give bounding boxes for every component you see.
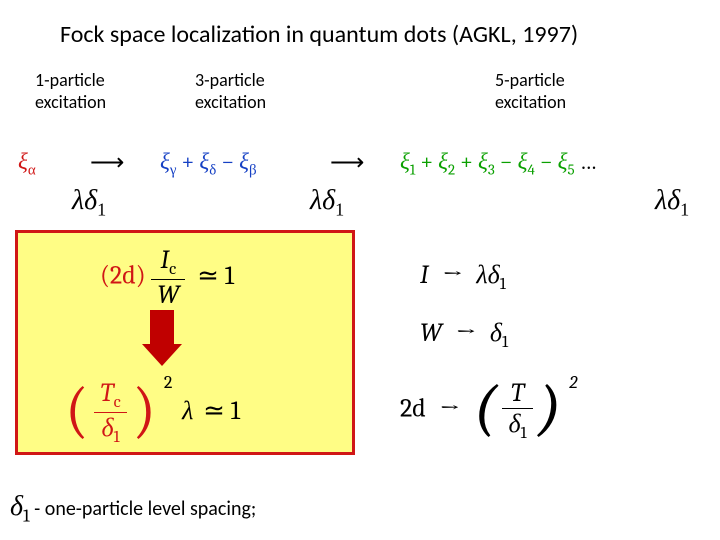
Td: δ — [508, 409, 520, 439]
d1-d: δ — [101, 413, 113, 443]
label-5p-l1: 5-particle — [495, 69, 565, 91]
d1-1: 1 — [114, 428, 120, 447]
xi: ξ — [18, 148, 28, 175]
xi-alpha: ξα — [18, 148, 36, 180]
label-1p-l2: excitation — [35, 91, 106, 113]
d1r: δ — [490, 318, 502, 348]
map-I: I → λδ1 — [420, 260, 506, 294]
exp2r: 2 — [569, 372, 577, 393]
label-5p-l2: excitation — [495, 91, 566, 113]
plus1: + — [182, 148, 195, 175]
x2: ξ — [438, 148, 448, 175]
ld-r-sub: 1 — [680, 200, 689, 220]
frac-T: T δ1 — [502, 378, 532, 443]
s4: 4 — [527, 162, 534, 179]
map-W: W → δ1 — [420, 318, 508, 352]
to3: → — [440, 394, 460, 424]
footer-note: δ1 - one-particle level spacing; — [10, 490, 256, 527]
lp2: ( — [474, 377, 497, 439]
lambda-delta1-left: λδ1 — [72, 185, 106, 221]
rp2: ) — [538, 377, 561, 439]
lparen: ( — [65, 379, 89, 441]
approx1: ≃ 1 — [197, 261, 234, 291]
xi-d: ξ — [199, 148, 209, 175]
to1: → — [442, 260, 462, 290]
foot-delta: δ — [10, 490, 23, 522]
label-3p: 3-particle excitation — [195, 70, 266, 113]
red-arrow-tip — [142, 344, 182, 366]
sub-d: δ — [209, 162, 216, 179]
label-3p-l2: excitation — [195, 91, 266, 113]
approx2: ≃ 1 — [203, 396, 240, 426]
minus1: − — [221, 148, 234, 175]
three-particle-expr: ξγ + ξδ − ξβ — [160, 148, 257, 180]
lambda-delta1-mid: λδ1 — [310, 185, 344, 221]
frac-icw: Ic W — [151, 245, 185, 310]
label-5p: 5-particle excitation — [495, 70, 566, 113]
two-d: (2d) — [100, 261, 146, 291]
xi-g: ξ — [160, 148, 170, 175]
slide-title: Fock space localization in quantum dots … — [60, 20, 578, 49]
formula-threshold: (2d) Ic W ≃ 1 — [100, 245, 234, 310]
s1: 1 — [410, 162, 415, 179]
x4: ξ — [518, 148, 528, 175]
s2: 2 — [448, 162, 455, 179]
Tc-T: T — [100, 378, 113, 408]
ld-m-sub: 1 — [335, 200, 344, 220]
arrow-1: ⟶ — [90, 148, 124, 177]
m2: − — [540, 148, 553, 175]
xi-b: ξ — [239, 148, 249, 175]
s5: 5 — [568, 162, 575, 179]
p1: + — [420, 148, 433, 175]
x1: ξ — [400, 148, 410, 175]
Tds: 1 — [521, 424, 527, 443]
ld-l: λδ — [72, 185, 97, 216]
rparen: ) — [132, 379, 156, 441]
red-arrow-stem — [150, 310, 174, 344]
ld-r: λδ — [655, 185, 680, 216]
ld-m: λδ — [310, 185, 335, 216]
I: I — [420, 260, 429, 290]
label-3p-l1: 3-particle — [195, 69, 265, 91]
map-2d: 2d → ( T δ1 ) 2 — [400, 378, 577, 443]
lambda-delta1-right: λδ1 — [655, 185, 689, 221]
Ic-c: c — [169, 260, 176, 279]
formula-lambda: ( Tc δ1 ) 2 λ ≃ 1 — [65, 378, 240, 447]
exp2: 2 — [164, 372, 173, 393]
m1: − — [500, 148, 513, 175]
arrow-2: ⟶ — [330, 148, 364, 177]
d1rs: 1 — [502, 333, 508, 352]
sub-alpha: α — [28, 162, 36, 179]
p2: + — [460, 148, 473, 175]
Tn: T — [502, 378, 532, 409]
sub-b: β — [249, 162, 257, 179]
x5: ξ — [558, 148, 568, 175]
ld-l-sub: 1 — [97, 200, 106, 220]
twod-r: 2d — [400, 394, 426, 424]
frac-tc: Tc δ1 — [94, 378, 126, 447]
label-1p: 1-particle excitation — [35, 70, 106, 113]
sub-g: γ — [170, 162, 177, 179]
foot-sub: 1 — [23, 506, 30, 527]
label-1p-l1: 1-particle — [35, 69, 105, 91]
Tc-c: c — [114, 393, 121, 412]
lambda: λ — [182, 396, 193, 426]
foot-text: - one-particle level spacing; — [34, 497, 256, 521]
dots: … — [580, 149, 597, 175]
x3: ξ — [478, 148, 488, 175]
ld1s: 1 — [500, 275, 506, 294]
W: W — [151, 280, 185, 310]
to2: → — [456, 318, 476, 348]
five-particle-expr: ξ1 + ξ2 + ξ3 − ξ4 − ξ5 … — [400, 148, 596, 179]
Ic-I: I — [161, 245, 170, 275]
ld1: λδ — [476, 260, 499, 290]
s3: 3 — [488, 162, 495, 179]
Wr: W — [420, 318, 442, 348]
